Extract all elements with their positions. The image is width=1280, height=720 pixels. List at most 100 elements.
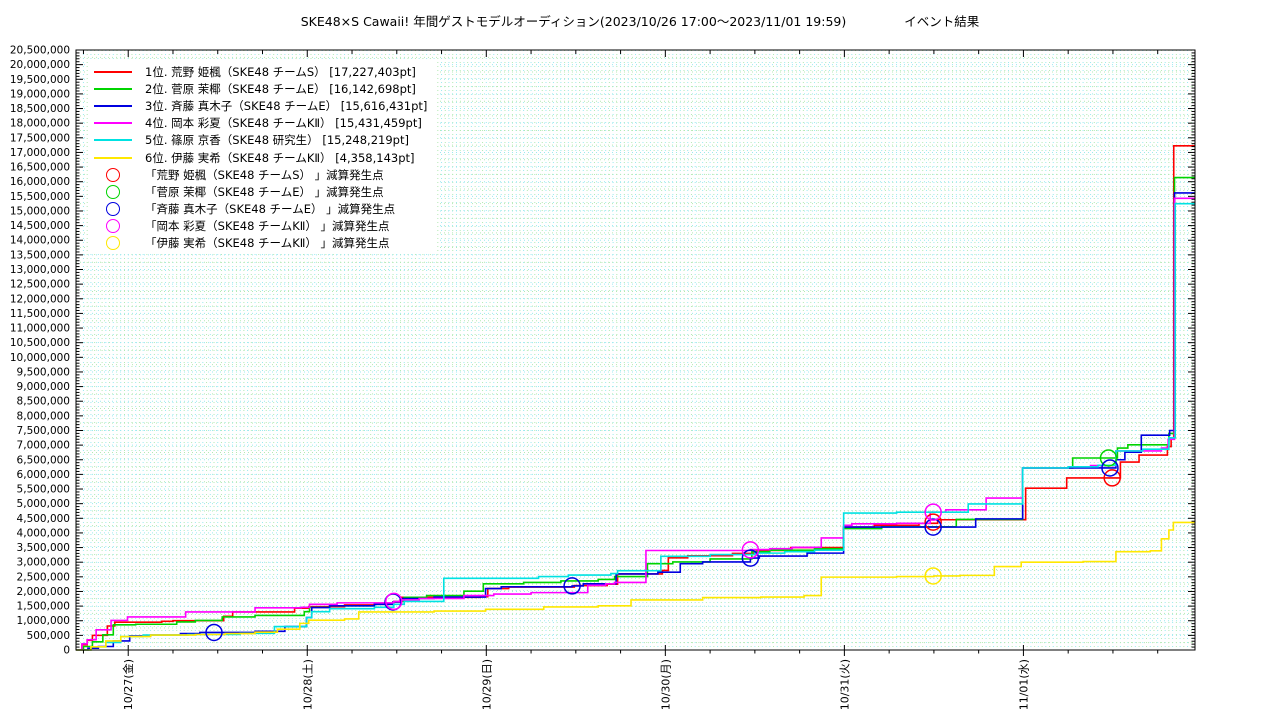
legend-line-swatch [94,156,132,159]
y-tick-label: 6,500,000 [17,454,70,466]
legend-label: 「岡本 彩夏（SKE48 チームKⅡ） 」減算発生点 [145,219,390,234]
y-tick-label: 10,000,000 [10,352,70,364]
chart-legend: 1位. 荒野 姫楓（SKE48 チームS） [17,227,403pt] 2位. … [88,61,438,255]
y-tick-label: 16,000,000 [10,176,70,188]
deduction-marker-circle [1099,449,1118,467]
deduction-marker-circle [924,567,942,585]
legend-label: 「伊藤 実希（SKE48 チームKⅡ） 」減算発生点 [145,236,390,251]
y-tick-label: 11,000,000 [10,323,70,335]
y-tick-label: 19,000,000 [10,88,70,100]
y-tick-label: 15,000,000 [10,205,70,217]
deduction-marker-circle [1103,469,1121,487]
legend-deduction-item: 「伊藤 実希（SKE48 チームKⅡ） 」減算発生点 [90,235,427,252]
legend-label: 「荒野 姫楓（SKE48 チームS） 」減算発生点 [145,167,384,182]
plot-frame [75,49,1196,651]
y-tick-label: 4,000,000 [17,527,70,539]
legend-label: 3位. 斉藤 真木子（SKE48 チームE） [15,616,431pt] [145,98,428,113]
legend-label: 6位. 伊藤 実希（SKE48 チームKⅡ） [4,358,143pt] [145,150,415,165]
legend-deduction-item: 「岡本 彩夏（SKE48 チームKⅡ） 」減算発生点 [90,218,427,235]
y-tick-label: 1,000,000 [17,615,70,627]
y-tick-label: 0 [63,645,70,657]
deduction-marker-circle [563,577,581,595]
y-tick-label: 1,500,000 [17,601,70,613]
y-tick-label: 19,500,000 [10,74,70,86]
chart-title: SKE48×S Cawaii! 年間ゲストモデルオーディション(2023/10/… [0,14,1280,30]
legend-circle-swatch [106,236,120,251]
legend-label: 1位. 荒野 姫楓（SKE48 チームS） [17,227,403pt] [145,64,416,79]
deduction-marker-circle [924,518,942,536]
legend-item-rank-5: 5位. 篠原 京香（SKE48 研究生） [15,248,219pt] [90,132,427,149]
y-tick-label: 10,500,000 [10,337,70,349]
y-tick-label: 17,500,000 [10,132,70,144]
y-tick-label: 18,500,000 [10,103,70,115]
legend-label: 4位. 岡本 彩夏（SKE48 チームKⅡ） [15,431,459pt] [145,116,422,131]
chart-title-main: SKE48×S Cawaii! 年間ゲストモデルオーディション(2023/10/… [300,14,847,29]
legend-circle-swatch [106,167,120,182]
legend-circle-swatch [106,184,120,199]
deduction-marker-circle [385,592,403,611]
y-tick-label: 13,000,000 [10,264,70,276]
legend-deduction-item: 「荒野 姫楓（SKE48 チームS） 」減算発生点 [90,166,427,183]
y-tick-label: 4,500,000 [17,513,70,525]
x-tick-label: 10/29(日) [480,659,493,710]
legend-line-swatch [94,139,132,142]
legend-circle-swatch [106,202,120,217]
legend-item-rank-4: 4位. 岡本 彩夏（SKE48 チームKⅡ） [15,431,459pt] [90,115,427,132]
legend-label: 「菅原 茉椰（SKE48 チームE） 」減算発生点 [145,184,384,199]
chart-title-result-label: イベント結果 [904,14,980,29]
y-tick-label: 20,500,000 [10,45,70,57]
series-line-rank-6 [76,521,1195,651]
legend-label: 5位. 篠原 京香（SKE48 研究生） [15,248,219pt] [145,133,409,148]
x-tick-label: 10/30(月) [659,659,672,710]
y-tick-label: 15,500,000 [10,191,70,203]
legend-deduction-item: 「菅原 茉椰（SKE48 チームE） 」減算発生点 [90,183,427,200]
legend-item-rank-1: 1位. 荒野 姫楓（SKE48 チームS） [17,227,403pt] [90,63,427,80]
legend-label: 「斉藤 真木子（SKE48 チームE） 」減算発生点 [145,202,396,217]
y-tick-label: 2,500,000 [17,571,70,583]
legend-label: 2位. 菅原 茉椰（SKE48 チームE） [16,142,698pt] [145,81,416,96]
y-tick-label: 3,500,000 [17,542,70,554]
y-tick-label: 17,000,000 [10,147,70,159]
deduction-marker-circle [924,513,942,531]
legend-deduction-item: 「斉藤 真木子（SKE48 チームE） 」減算発生点 [90,201,427,218]
y-tick-label: 7,500,000 [17,425,70,437]
deduction-marker-circle [205,623,223,642]
y-tick-label: 500,000 [27,630,70,642]
legend-line-swatch [94,87,132,90]
y-tick-label: 14,500,000 [10,220,70,232]
series-line-rank-3 [76,192,1195,651]
legend-line-swatch [94,122,132,125]
y-tick-label: 8,500,000 [17,396,70,408]
y-tick-label: 5,000,000 [17,498,70,510]
x-tick-label: 10/28(土) [301,659,314,710]
y-tick-label: 11,500,000 [10,308,70,320]
y-tick-label: 12,500,000 [10,279,70,291]
deduction-marker-circle [1101,459,1119,477]
y-tick-label: 9,000,000 [17,381,70,393]
x-tick-label: 10/27(金) [121,659,135,710]
deduction-marker-circle [924,503,942,521]
legend-item-rank-3: 3位. 斉藤 真木子（SKE48 チームE） [15,616,431pt] [90,97,427,114]
y-tick-label: 5,500,000 [17,484,70,496]
y-tick-label: 2,000,000 [17,586,70,598]
y-tick-label: 8,000,000 [17,410,70,422]
legend-line-swatch [94,104,132,107]
y-tick-label: 3,000,000 [17,557,70,569]
y-tick-label: 6,000,000 [17,469,70,481]
legend-circle-swatch [106,219,120,234]
y-tick-label: 13,500,000 [10,249,70,261]
y-tick-label: 16,500,000 [10,162,70,174]
y-tick-label: 9,500,000 [17,366,70,378]
legend-line-swatch [94,70,132,73]
y-tick-label: 14,000,000 [10,235,70,247]
y-tick-label: 20,000,000 [10,59,70,71]
x-tick-label: 11/01(水) [1017,659,1030,710]
deduction-marker-circle [741,549,760,567]
y-tick-label: 18,000,000 [10,118,70,130]
legend-item-rank-2: 2位. 菅原 茉椰（SKE48 チームE） [16,142,698pt] [90,80,427,97]
y-tick-label: 7,000,000 [17,440,70,452]
x-tick-label: 10/31(火) [838,659,851,710]
legend-item-rank-6: 6位. 伊藤 実希（SKE48 チームKⅡ） [4,358,143pt] [90,149,427,166]
